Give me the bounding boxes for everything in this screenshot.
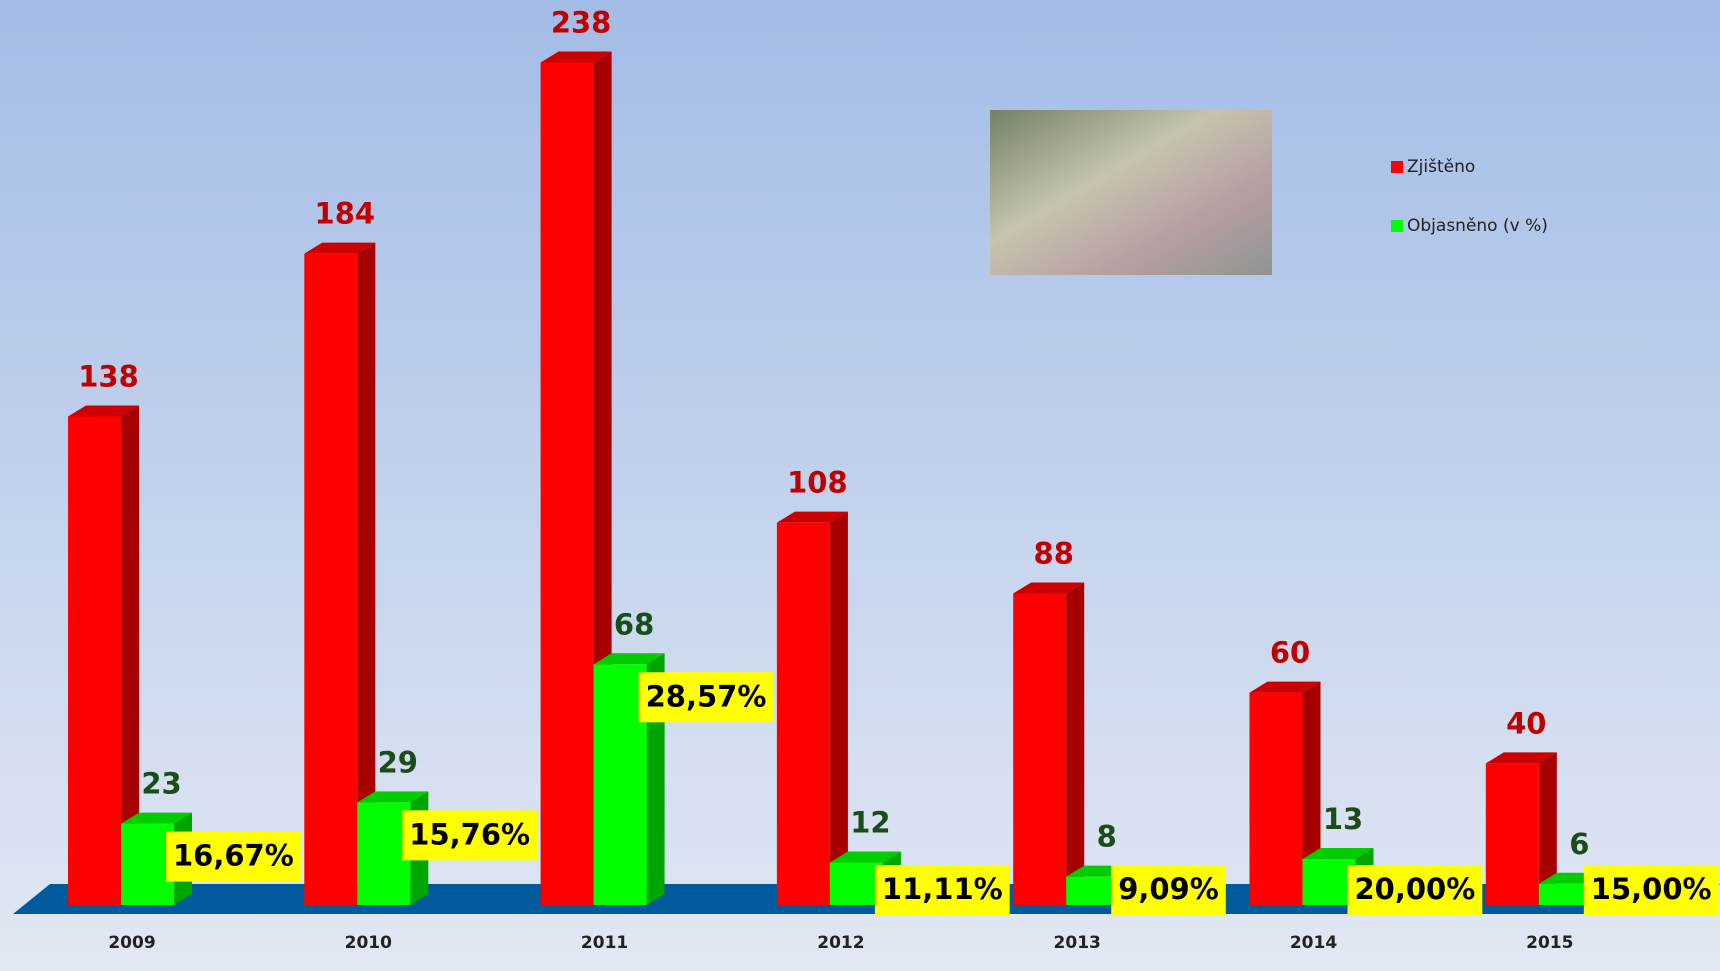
value-label: 108 xyxy=(787,466,848,500)
value-label: 60 xyxy=(1270,636,1310,670)
chart: 20091382316,67%20101842915,76%2011238682… xyxy=(0,0,1720,971)
value-label: 12 xyxy=(850,806,890,840)
bar xyxy=(777,523,830,905)
x-tick-label: 2012 xyxy=(817,933,864,953)
value-label: 29 xyxy=(378,745,418,779)
bar xyxy=(304,254,357,905)
legend-label: Objasněno (v %) xyxy=(1407,216,1548,236)
x-tick-label: 2013 xyxy=(1054,933,1101,953)
value-label: 13 xyxy=(1323,802,1363,836)
share-label: 16,67% xyxy=(173,839,294,873)
x-tick-label: 2010 xyxy=(345,933,392,953)
value-label: 8 xyxy=(1097,820,1117,854)
value-label: 238 xyxy=(551,5,612,39)
x-tick-label: 2011 xyxy=(581,933,628,953)
value-label: 23 xyxy=(141,767,181,801)
share-label: 15,00% xyxy=(1591,872,1712,906)
bar xyxy=(541,62,594,905)
value-label: 40 xyxy=(1506,706,1546,740)
bar xyxy=(68,416,121,905)
bar xyxy=(1250,693,1303,905)
value-label: 138 xyxy=(78,359,139,393)
legend-label: Zjištěno xyxy=(1407,157,1475,177)
value-label: 184 xyxy=(315,197,376,231)
x-tick-label: 2009 xyxy=(108,933,155,953)
banknotes-image xyxy=(990,110,1272,275)
share-label: 11,11% xyxy=(882,872,1003,906)
bar xyxy=(1013,593,1066,905)
bar-side xyxy=(1066,582,1084,905)
value-label: 6 xyxy=(1569,827,1589,861)
x-tick-label: 2014 xyxy=(1290,933,1337,953)
share-label: 20,00% xyxy=(1355,872,1476,906)
legend-swatch xyxy=(1391,161,1403,173)
share-label: 9,09% xyxy=(1118,872,1219,906)
share-label: 28,57% xyxy=(646,679,767,713)
bar xyxy=(1486,763,1539,905)
bar-side xyxy=(830,512,848,905)
value-label: 68 xyxy=(614,607,654,641)
share-label: 15,76% xyxy=(409,817,530,851)
legend-swatch xyxy=(1391,220,1403,232)
x-tick-label: 2015 xyxy=(1526,933,1573,953)
value-label: 88 xyxy=(1034,536,1074,570)
